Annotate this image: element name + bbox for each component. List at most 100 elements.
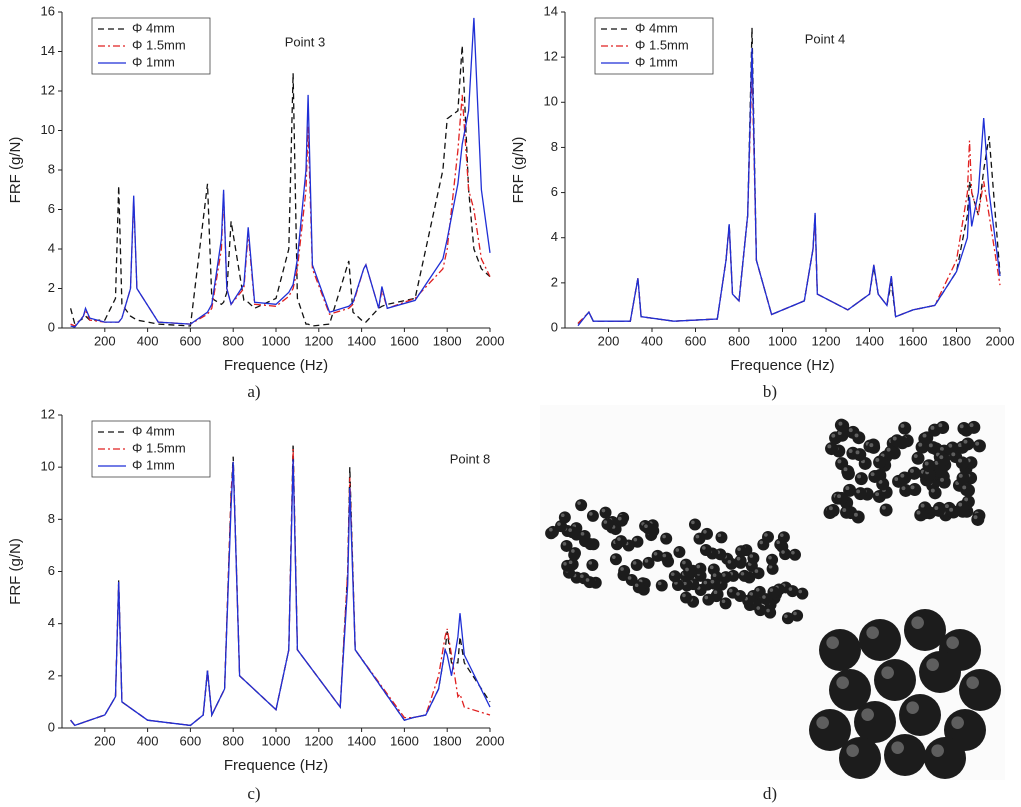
ball-highlight xyxy=(975,441,980,446)
annotation: Point 3 xyxy=(285,34,325,49)
ball xyxy=(967,420,981,434)
ball xyxy=(683,565,696,578)
ball-highlight xyxy=(934,506,939,511)
x-tick-label: 800 xyxy=(728,333,750,348)
ball xyxy=(819,629,861,671)
x-tick-label: 400 xyxy=(137,333,159,348)
x-tick-label: 2000 xyxy=(476,333,505,348)
ball xyxy=(841,464,855,478)
ball-highlight xyxy=(910,485,915,490)
y-tick-label: 8 xyxy=(48,161,55,176)
panel-caption: d) xyxy=(763,784,777,803)
annotation: Point 8 xyxy=(450,451,490,466)
ball xyxy=(907,466,921,480)
ball-highlight xyxy=(837,459,842,464)
y-tick-label: 2 xyxy=(48,280,55,295)
ball-highlight xyxy=(585,578,590,582)
ball-highlight xyxy=(842,508,847,512)
ball xyxy=(566,558,579,571)
x-tick-label: 1800 xyxy=(433,333,462,348)
y-tick-label: 8 xyxy=(551,139,558,154)
ball xyxy=(959,669,1001,711)
ball-highlight xyxy=(749,554,754,558)
line-series xyxy=(577,68,1001,324)
ball-highlight xyxy=(916,510,921,515)
ball xyxy=(578,529,591,542)
ball xyxy=(932,503,946,517)
ball xyxy=(839,737,881,779)
ball-highlight xyxy=(702,546,706,550)
ball xyxy=(911,451,925,465)
line-series xyxy=(577,48,1001,327)
ball-highlight xyxy=(577,501,581,505)
ball xyxy=(853,448,867,462)
ball xyxy=(919,651,961,693)
ball-highlight xyxy=(737,547,741,551)
ball xyxy=(924,737,966,779)
ball-highlight xyxy=(662,534,666,539)
ball-highlight xyxy=(881,666,894,679)
ball-highlight xyxy=(958,443,962,448)
ball-highlight xyxy=(949,507,954,512)
ball xyxy=(660,551,673,564)
y-axis-title: FRF (g/N) xyxy=(510,137,527,204)
ball-highlight xyxy=(568,528,572,532)
ball-highlight xyxy=(721,599,726,604)
ball xyxy=(937,475,951,489)
ball xyxy=(834,491,848,505)
ball-highlight xyxy=(560,513,565,518)
ball-highlight xyxy=(934,460,939,465)
y-tick-label: 2 xyxy=(48,667,55,682)
ball xyxy=(960,483,974,497)
legend-label: Φ 4mm xyxy=(132,20,175,35)
ball xyxy=(851,510,865,524)
ball xyxy=(615,535,628,548)
ball xyxy=(699,543,712,556)
ball-highlight xyxy=(870,472,875,477)
panel-caption: c) xyxy=(247,784,260,803)
ball xyxy=(879,503,893,517)
ball-highlight xyxy=(948,443,953,448)
ball-highlight xyxy=(728,588,733,593)
ball-highlight xyxy=(793,611,797,616)
ball-highlight xyxy=(881,505,886,510)
ball xyxy=(972,439,986,453)
ball-highlight xyxy=(962,485,967,490)
ball-highlight xyxy=(781,550,785,554)
legend-box xyxy=(91,420,211,478)
ball xyxy=(615,514,628,527)
ball xyxy=(767,586,780,599)
ball xyxy=(854,472,868,486)
ball-highlight xyxy=(675,548,680,552)
ball-highlight xyxy=(580,532,585,536)
y-tick-label: 0 xyxy=(48,719,55,734)
x-axis-title: Frequence (Hz) xyxy=(224,357,328,374)
y-tick-label: 6 xyxy=(48,201,55,216)
ball xyxy=(688,518,701,531)
ball-highlight xyxy=(709,565,714,570)
ball xyxy=(955,456,969,470)
ball-highlight xyxy=(703,530,707,534)
ball-highlight xyxy=(869,443,874,448)
ball xyxy=(898,421,912,435)
y-tick-label: 2 xyxy=(551,274,558,289)
ball-highlight xyxy=(759,540,764,545)
y-tick-label: 10 xyxy=(41,459,55,474)
ball-highlight xyxy=(788,587,793,591)
ball-highlight xyxy=(944,504,949,509)
ball-highlight xyxy=(633,537,638,542)
ball xyxy=(566,526,579,539)
x-tick-label: 1600 xyxy=(390,733,419,748)
steel-balls-photo xyxy=(545,418,1001,779)
ball-highlight xyxy=(644,524,648,529)
ball xyxy=(668,570,681,583)
ball-highlight xyxy=(703,580,708,585)
ball-highlight xyxy=(756,606,761,610)
ball xyxy=(586,509,599,522)
ball xyxy=(702,593,715,606)
ball-highlight xyxy=(853,512,858,517)
ball-highlight xyxy=(926,658,939,671)
ball xyxy=(796,587,809,600)
ball-highlight xyxy=(683,581,687,586)
ball-highlight xyxy=(922,433,927,438)
